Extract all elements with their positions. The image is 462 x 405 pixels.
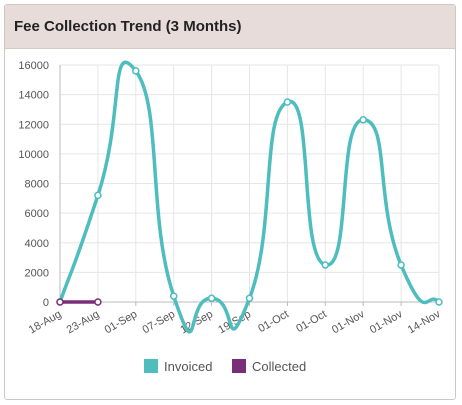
legend-label-invoiced[interactable]: Invoiced: [164, 359, 212, 374]
x-tick-label: 19-Sep: [216, 308, 253, 336]
data-point[interactable]: [56, 298, 64, 306]
legend: Invoiced Collected: [144, 359, 306, 374]
x-tick-label: 23-Aug: [65, 308, 102, 336]
data-point[interactable]: [169, 292, 178, 300]
data-point[interactable]: [359, 116, 367, 124]
x-tick-label: 07-Sep: [140, 308, 177, 336]
data-point[interactable]: [397, 261, 405, 269]
y-tick-label: 6000: [25, 208, 49, 220]
x-tick-label: 01-Sep: [103, 308, 140, 336]
y-tick-label: 4000: [25, 238, 49, 250]
legend-swatch-invoiced: [144, 359, 158, 373]
data-point[interactable]: [132, 67, 140, 75]
data-point[interactable]: [435, 298, 443, 306]
x-tick-label: 18-Aug: [27, 308, 64, 336]
y-tick-label: 8000: [25, 179, 49, 191]
y-tick-label: 0: [43, 297, 49, 309]
chart-panel: Fee Collection Trend (3 Months): [4, 4, 456, 400]
data-point[interactable]: [94, 298, 102, 306]
y-tick-label: 14000: [18, 90, 49, 102]
y-axis: 0 2000 4000 6000 8000 10000 12000 14000 16000: [18, 60, 61, 309]
x-tick-label: 01-Nov: [330, 308, 367, 336]
data-point[interactable]: [207, 294, 216, 303]
data-point[interactable]: [245, 294, 254, 303]
data-point[interactable]: [283, 98, 292, 106]
y-tick-label: 2000: [25, 267, 49, 279]
x-tick-label: 01-Oct: [294, 308, 329, 335]
x-tick-label: 01-Nov: [368, 308, 405, 336]
x-axis: 18-Aug 23-Aug 01-Sep 07-Sep 12-Sep 19-Sep 01-O…: [27, 301, 443, 336]
series-lines: [56, 60, 443, 334]
y-tick-label: 10000: [18, 149, 49, 161]
legend-label-collected[interactable]: Collected: [252, 359, 306, 374]
panel-header: Fee Collection Trend (3 Months): [5, 5, 455, 49]
x-tick-label: 14-Nov: [406, 308, 443, 336]
panel-title: Fee Collection Trend (3 Months): [14, 18, 242, 35]
y-tick-label: 16000: [18, 60, 49, 72]
x-tick-label: 01-Oct: [256, 308, 291, 335]
legend-swatch-collected: [232, 359, 246, 373]
data-point[interactable]: [321, 261, 330, 269]
data-point[interactable]: [94, 191, 102, 200]
y-tick-label: 12000: [18, 119, 49, 131]
